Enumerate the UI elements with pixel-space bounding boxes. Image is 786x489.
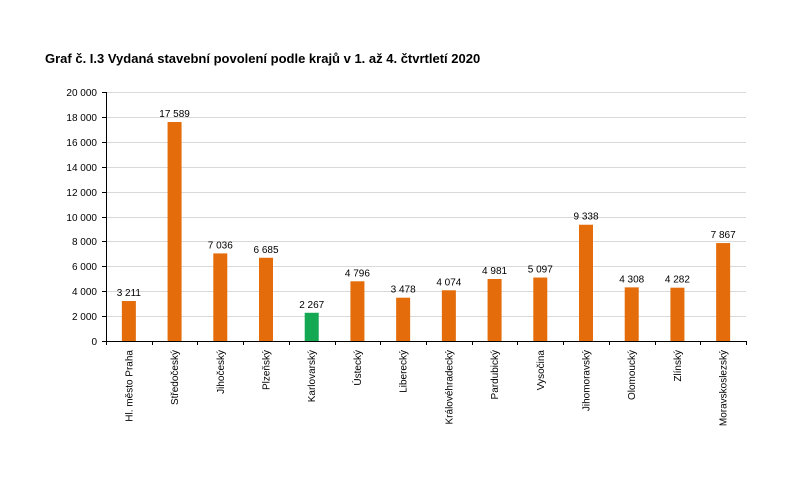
category-label: Jihočeský	[216, 350, 227, 394]
bar	[487, 278, 502, 341]
data-label: 4 074	[436, 277, 461, 288]
data-label: 3 478	[391, 285, 416, 296]
bar	[396, 297, 411, 341]
bar	[259, 257, 273, 341]
bar	[624, 287, 639, 341]
y-tick-label: 6 000	[72, 262, 97, 273]
data-label: 3 211	[117, 288, 142, 299]
bar	[579, 224, 593, 341]
y-tick-label: 2 000	[72, 312, 97, 323]
bar	[304, 312, 319, 341]
y-tick-label: 0	[91, 337, 97, 348]
category-label: Hl. město Praha	[124, 350, 135, 422]
data-label: 17 589	[159, 109, 190, 120]
bar	[441, 290, 456, 341]
data-label: 9 338	[573, 212, 598, 223]
y-tick-label: 12 000	[66, 188, 97, 199]
category-label: Pardubický	[490, 350, 501, 399]
data-label: 4 981	[482, 266, 507, 277]
y-tick-label: 14 000	[66, 163, 97, 174]
data-label: 4 308	[619, 274, 644, 285]
y-tick-label: 8 000	[72, 237, 97, 248]
data-label: 6 685	[253, 245, 278, 256]
category-label: Karlovarský	[307, 350, 318, 402]
bar	[121, 301, 136, 341]
chart-title: Graf č. I.3 Vydaná stavební povolení pod…	[45, 51, 481, 66]
category-label: Zlínský	[673, 350, 684, 382]
category-label: Liberecký	[399, 350, 410, 393]
bar	[167, 122, 182, 341]
y-tick-label: 10 000	[66, 213, 97, 224]
category-label: Ústecký	[351, 350, 364, 386]
category-label: Olomoucký	[627, 350, 638, 400]
category-label: Středočeský	[170, 350, 181, 405]
category-label: Moravskoslezský	[719, 350, 730, 426]
bar	[716, 243, 731, 341]
bar	[350, 281, 365, 341]
category-label: Vysočina	[536, 350, 547, 391]
data-label: 4 796	[345, 268, 370, 279]
data-label: 7 867	[711, 230, 736, 241]
y-tick-label: 20 000	[66, 88, 97, 99]
y-tick-label: 16 000	[66, 138, 97, 149]
category-label: Královéhradecký	[444, 350, 455, 424]
data-label: 4 282	[665, 275, 690, 286]
data-label: 7 036	[208, 240, 233, 251]
y-tick-label: 4 000	[72, 287, 97, 298]
data-label: 5 097	[528, 265, 553, 276]
category-label: Jihomoravský	[582, 350, 593, 411]
category-label: Plzeňský	[262, 350, 273, 390]
bar	[670, 287, 685, 341]
y-tick-label: 18 000	[66, 113, 97, 124]
bar	[533, 277, 548, 341]
data-label: 2 267	[299, 300, 324, 311]
bar	[213, 253, 228, 341]
